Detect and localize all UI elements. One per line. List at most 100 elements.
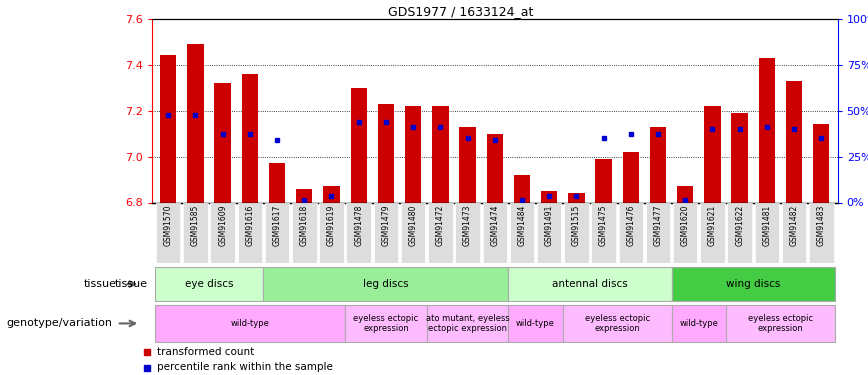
Text: antennal discs: antennal discs	[552, 279, 628, 289]
Text: GSM91619: GSM91619	[327, 204, 336, 246]
FancyBboxPatch shape	[537, 202, 562, 262]
FancyBboxPatch shape	[428, 202, 452, 262]
Text: GSM91621: GSM91621	[708, 204, 717, 246]
FancyBboxPatch shape	[726, 304, 835, 342]
Text: GSM91476: GSM91476	[627, 204, 635, 246]
FancyBboxPatch shape	[782, 202, 806, 262]
FancyBboxPatch shape	[183, 202, 207, 262]
FancyBboxPatch shape	[155, 267, 264, 301]
FancyBboxPatch shape	[265, 202, 289, 262]
FancyBboxPatch shape	[564, 202, 589, 262]
Text: transformed count: transformed count	[157, 347, 254, 357]
Text: eyeless ectopic
expression: eyeless ectopic expression	[353, 314, 418, 333]
FancyBboxPatch shape	[264, 267, 509, 301]
FancyBboxPatch shape	[509, 304, 562, 342]
Bar	[214, 83, 231, 203]
Bar	[569, 194, 584, 202]
Bar	[759, 58, 775, 202]
Text: wild-type: wild-type	[516, 319, 555, 328]
Text: GSM91491: GSM91491	[545, 204, 554, 246]
FancyBboxPatch shape	[700, 202, 725, 262]
Text: GSM91480: GSM91480	[409, 204, 418, 246]
Text: ato mutant, eyeless
ectopic expression: ato mutant, eyeless ectopic expression	[425, 314, 510, 333]
Text: GSM91617: GSM91617	[273, 204, 281, 246]
Text: GSM91616: GSM91616	[246, 204, 254, 246]
FancyBboxPatch shape	[562, 304, 672, 342]
Bar	[378, 104, 394, 202]
FancyBboxPatch shape	[401, 202, 425, 262]
FancyBboxPatch shape	[345, 304, 427, 342]
Bar	[241, 74, 258, 202]
Bar	[432, 106, 449, 202]
Bar	[405, 106, 421, 202]
Text: GSM91478: GSM91478	[354, 204, 363, 246]
Bar	[622, 152, 639, 202]
Bar	[187, 44, 204, 203]
Bar	[541, 191, 557, 202]
Title: GDS1977 / 1633124_at: GDS1977 / 1633124_at	[388, 4, 533, 18]
Text: GSM91474: GSM91474	[490, 204, 499, 246]
Text: GSM91622: GSM91622	[735, 204, 744, 246]
FancyBboxPatch shape	[155, 304, 345, 342]
FancyBboxPatch shape	[373, 202, 398, 262]
Bar	[323, 186, 339, 202]
FancyBboxPatch shape	[510, 202, 534, 262]
FancyBboxPatch shape	[673, 202, 698, 262]
Text: eyeless ectopic
expression: eyeless ectopic expression	[748, 314, 813, 333]
Text: GSM91473: GSM91473	[463, 204, 472, 246]
Bar	[296, 189, 312, 202]
Text: genotype/variation: genotype/variation	[7, 318, 113, 328]
Bar	[459, 127, 476, 202]
FancyBboxPatch shape	[483, 202, 507, 262]
Text: GSM91477: GSM91477	[654, 204, 662, 246]
Text: GSM91484: GSM91484	[517, 204, 527, 246]
FancyBboxPatch shape	[346, 202, 371, 262]
Text: GSM91472: GSM91472	[436, 204, 444, 246]
Bar	[650, 127, 667, 202]
FancyBboxPatch shape	[238, 202, 262, 262]
Text: GSM91620: GSM91620	[681, 204, 690, 246]
FancyBboxPatch shape	[809, 202, 833, 262]
Bar	[514, 175, 530, 202]
FancyBboxPatch shape	[210, 202, 235, 262]
Bar	[351, 88, 367, 202]
FancyBboxPatch shape	[619, 202, 643, 262]
FancyBboxPatch shape	[156, 202, 181, 262]
Text: percentile rank within the sample: percentile rank within the sample	[157, 363, 333, 372]
Bar	[269, 164, 286, 202]
FancyBboxPatch shape	[292, 202, 317, 262]
FancyBboxPatch shape	[319, 202, 344, 262]
Bar	[732, 113, 748, 202]
Bar	[813, 124, 830, 202]
FancyBboxPatch shape	[509, 267, 672, 301]
FancyBboxPatch shape	[672, 304, 726, 342]
FancyBboxPatch shape	[591, 202, 616, 262]
Text: GSM91475: GSM91475	[599, 204, 608, 246]
FancyBboxPatch shape	[672, 267, 835, 301]
Text: wild-type: wild-type	[230, 319, 269, 328]
Text: GSM91479: GSM91479	[381, 204, 391, 246]
Text: GSM91481: GSM91481	[762, 204, 772, 246]
Text: wild-type: wild-type	[680, 319, 719, 328]
Bar	[160, 56, 176, 202]
Text: GSM91515: GSM91515	[572, 204, 581, 246]
Text: leg discs: leg discs	[363, 279, 409, 289]
FancyBboxPatch shape	[456, 202, 480, 262]
Text: wing discs: wing discs	[726, 279, 780, 289]
Text: tissue: tissue	[115, 279, 148, 289]
Text: GSM91483: GSM91483	[817, 204, 825, 246]
Bar	[677, 186, 694, 202]
Text: GSM91570: GSM91570	[164, 204, 173, 246]
Text: GSM91482: GSM91482	[790, 204, 799, 246]
Bar	[786, 81, 802, 203]
Text: GSM91618: GSM91618	[299, 204, 309, 246]
Text: tissue: tissue	[83, 279, 116, 289]
FancyBboxPatch shape	[646, 202, 670, 262]
Text: GSM91585: GSM91585	[191, 204, 200, 246]
FancyBboxPatch shape	[754, 202, 779, 262]
FancyBboxPatch shape	[427, 304, 509, 342]
FancyBboxPatch shape	[727, 202, 752, 262]
Text: eye discs: eye discs	[185, 279, 233, 289]
Text: eyeless ectopic
expression: eyeless ectopic expression	[585, 314, 650, 333]
Bar	[704, 106, 720, 202]
